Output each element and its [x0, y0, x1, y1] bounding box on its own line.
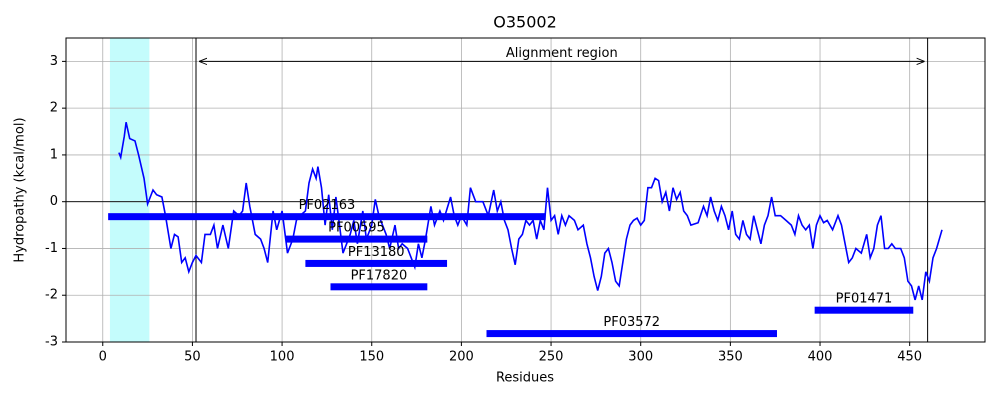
annotation-label: Alignment region: [506, 46, 618, 61]
domain-bar: [305, 259, 448, 267]
y-axis-label: Hydropathy (kcal/mol): [13, 117, 28, 262]
y-tick-label: 0: [50, 194, 58, 209]
y-tick-label: -3: [45, 335, 58, 350]
x-axis-label: Residues: [496, 371, 554, 386]
x-tick-label: 150: [359, 350, 384, 365]
hydropathy-line: [118, 122, 943, 301]
y-tick-label: 1: [50, 147, 58, 162]
x-tick-label: 0: [99, 350, 107, 365]
domain-bar: [108, 213, 546, 221]
y-tick-label: -1: [45, 241, 58, 256]
x-tick-label: 450: [897, 350, 922, 365]
x-tick-label: 50: [184, 350, 201, 365]
x-tick-label: 200: [449, 350, 474, 365]
y-tick-label: 2: [50, 101, 58, 116]
domain-label: PF17820: [351, 268, 408, 283]
x-tick-label: 100: [270, 350, 295, 365]
x-tick-label: 400: [808, 350, 833, 365]
domain-label: PF03572: [603, 315, 660, 330]
domain-label: PF13180: [348, 245, 405, 260]
domain-bar: [814, 306, 914, 314]
domain-label: PF01471: [836, 292, 893, 307]
domain-label: PF00595: [328, 221, 385, 236]
domain-label: PF02163: [299, 198, 356, 213]
y-tick-label: -2: [45, 288, 58, 303]
domain-bar: [285, 235, 428, 243]
domain-bar: [330, 283, 428, 291]
y-tick-label: 3: [50, 54, 58, 69]
x-tick-label: 300: [628, 350, 653, 365]
chart-title: O35002: [493, 13, 557, 32]
x-tick-label: 350: [718, 350, 743, 365]
plot-frame: [65, 37, 986, 343]
highlight-span: [109, 38, 150, 342]
domain-bar: [486, 330, 777, 338]
x-tick-label: 250: [539, 350, 564, 365]
